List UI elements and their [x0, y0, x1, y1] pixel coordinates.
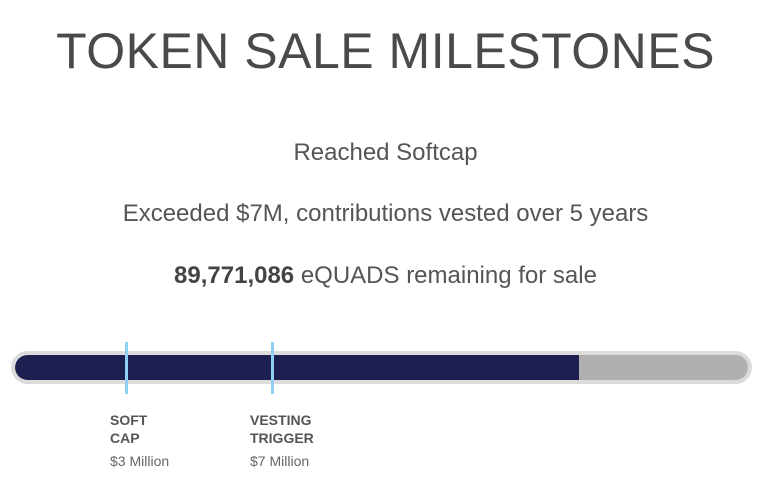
softcap-status: Reached Softcap — [293, 139, 478, 166]
vesting-trigger-amount: $7 Million — [250, 453, 310, 469]
soft-cap-milestone: SOFT CAP $3 Million — [110, 411, 169, 469]
soft-cap-label: SOFT CAP — [110, 411, 169, 447]
sale-progress-bar — [11, 351, 752, 384]
sale-progress-fill — [15, 355, 580, 380]
page-title: TOKEN SALE MILESTONES — [56, 23, 715, 79]
vesting-trigger-marker — [271, 342, 274, 394]
soft-cap-marker — [125, 342, 128, 394]
remaining-tokens: 89,771,086 eQUADS remaining for sale — [0, 262, 771, 290]
vesting-trigger-milestone: VESTING TRIGGER $7 Million — [250, 411, 314, 469]
vesting-trigger-label: VESTING TRIGGER — [250, 411, 314, 447]
remaining-suffix: eQUADS remaining for sale — [294, 262, 597, 289]
soft-cap-label-line2: CAP — [110, 430, 140, 446]
remaining-count: 89,771,086 — [174, 262, 295, 289]
vesting-trigger-label-line2: TRIGGER — [250, 430, 314, 446]
vesting-status: Exceeded $7M, contributions vested over … — [122, 200, 649, 227]
soft-cap-amount: $3 Million — [110, 453, 170, 469]
soft-cap-label-line1: SOFT — [110, 412, 148, 428]
vesting-trigger-label-line1: VESTING — [250, 412, 312, 428]
